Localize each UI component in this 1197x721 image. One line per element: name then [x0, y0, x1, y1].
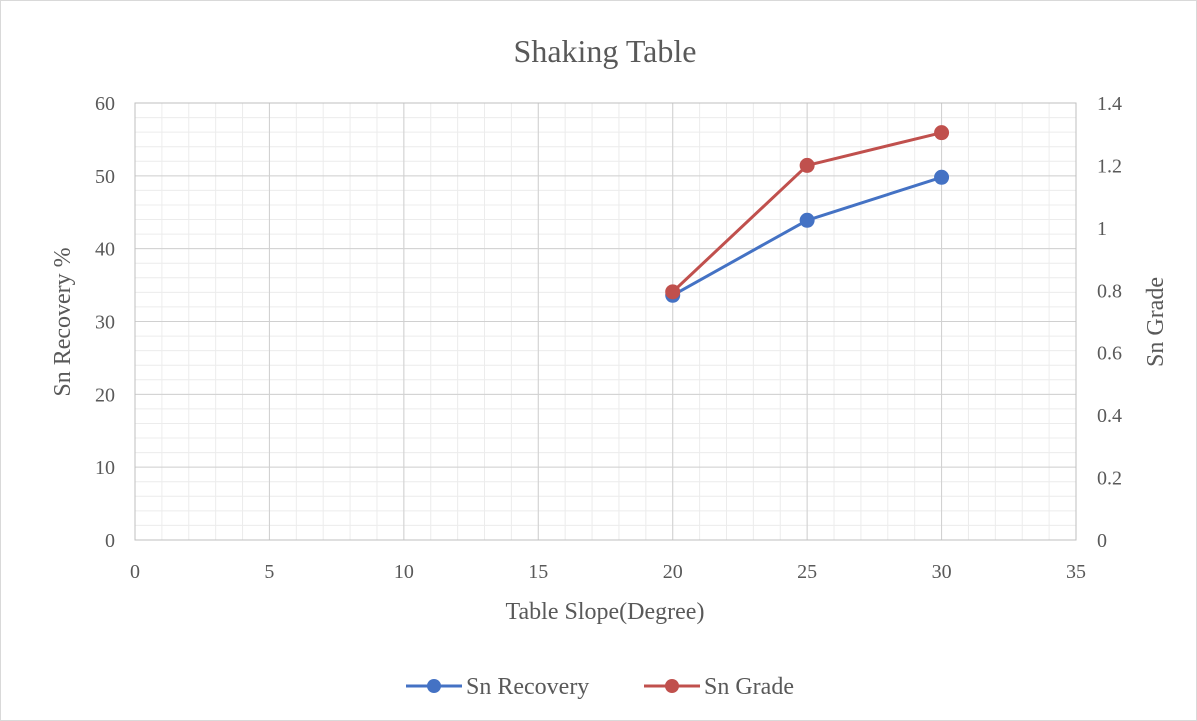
legend-label-1: Sn Grade [704, 674, 794, 700]
x-tick-label: 30 [932, 561, 952, 583]
x-axis-ticks: 0 5 10 15 20 25 30 35 [130, 561, 1086, 583]
x-tick-label: 5 [264, 561, 274, 583]
y2-tick-label: 1 [1097, 218, 1107, 240]
y2-tick-label: 0.6 [1097, 343, 1122, 365]
y-tick-label: 30 [95, 312, 115, 334]
y-tick-label: 60 [95, 93, 115, 115]
x-tick-label: 35 [1066, 561, 1086, 583]
series-point-1 [799, 157, 815, 173]
y-tick-label: 20 [95, 384, 115, 406]
x-tick-label: 10 [394, 561, 414, 583]
y-tick-label: 0 [105, 530, 115, 552]
x-tick-label: 15 [528, 561, 548, 583]
legend-label-0: Sn Recovery [466, 674, 589, 700]
x-tick-label: 0 [130, 561, 140, 583]
y2-tick-label: 1.2 [1097, 155, 1122, 177]
series-point-0 [934, 169, 950, 185]
y-tick-label: 10 [95, 457, 115, 479]
y-tick-label: 50 [95, 166, 115, 188]
y2-axis-title: Sn Grade [1143, 277, 1169, 367]
x-tick-label: 20 [663, 561, 683, 583]
plot-area-border [134, 102, 1077, 541]
series-point-1 [665, 284, 681, 300]
series-layer [665, 125, 950, 303]
x-tick-label: 25 [797, 561, 817, 583]
y2-axis-ticks: 0 0.2 0.4 0.6 0.8 1 1.2 1.4 [1097, 93, 1122, 552]
y-axis-title: Sn Recovery % [50, 247, 76, 396]
x-axis-title: Table Slope(Degree) [506, 599, 705, 625]
chart-title: Shaking Table [514, 33, 697, 69]
legend: Sn Recovery Sn Grade [406, 674, 794, 700]
legend-marker-0 [427, 679, 441, 693]
y2-tick-label: 0.2 [1097, 468, 1122, 490]
major-gridlines [134, 102, 1077, 541]
y-tick-label: 40 [95, 239, 115, 261]
y2-tick-label: 0.8 [1097, 280, 1122, 302]
y2-tick-label: 0.4 [1097, 405, 1122, 427]
y2-tick-label: 1.4 [1097, 93, 1122, 115]
y-axis-ticks: 0 10 20 30 40 50 60 [95, 93, 115, 552]
series-point-1 [934, 125, 950, 141]
legend-marker-1 [665, 679, 679, 693]
series-point-0 [799, 212, 815, 228]
y2-tick-label: 0 [1097, 530, 1107, 552]
